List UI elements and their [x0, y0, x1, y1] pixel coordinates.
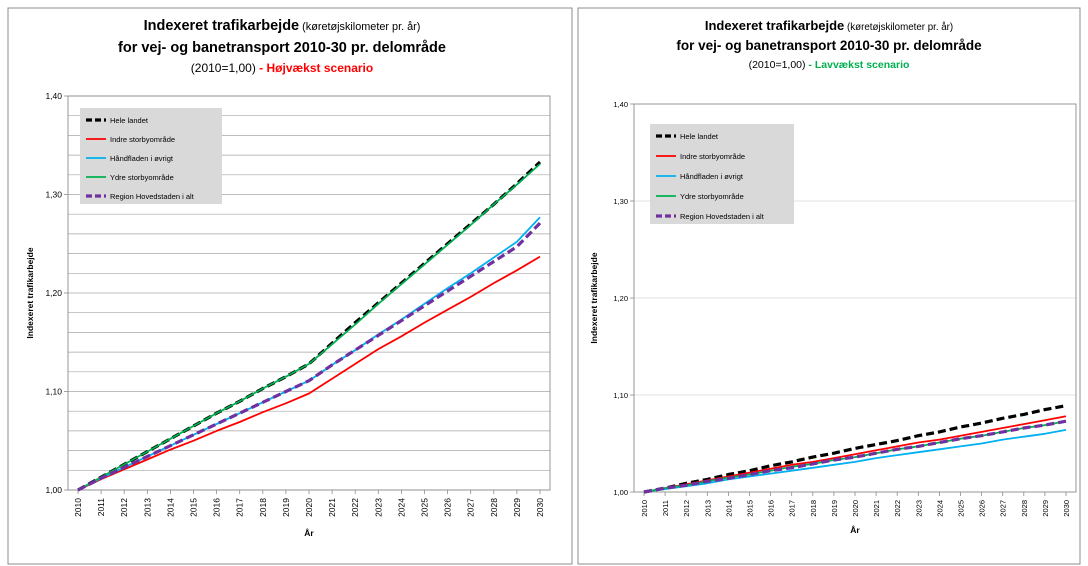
x-tick-label: 2011	[96, 498, 106, 517]
chart-frame	[577, 7, 1081, 565]
chart-title-sub: (køretøjskilometer pr. år)	[844, 22, 953, 33]
x-tick-label: 2017	[235, 498, 245, 517]
x-tick-label: 2023	[373, 498, 383, 517]
legend-entry: Region Hovedstaden i alt	[110, 192, 195, 201]
y-tick-label: 1,30	[613, 197, 628, 206]
chart-frame	[7, 7, 573, 565]
legend-entry: Håndfladen i øvrigt	[680, 172, 744, 181]
x-tick-label: 2029	[1041, 500, 1050, 517]
x-tick-label: 2012	[682, 500, 691, 517]
x-tick-label: 2015	[189, 498, 199, 517]
series-line-5	[77, 221, 542, 492]
x-tick-label: 2030	[1062, 500, 1071, 517]
x-tick-label: 2013	[142, 498, 152, 517]
x-tick-label: 2016	[767, 500, 776, 517]
x-tick-label: 2026	[978, 500, 987, 517]
legend-entry: Hele landet	[680, 132, 719, 141]
x-tick-label: 2019	[830, 500, 839, 517]
chart-title-line3: (2010=1,00) - Lavvækst scenario	[749, 59, 910, 71]
legend-entry: Indre storbyområde	[110, 135, 175, 144]
x-tick-label: 2029	[512, 498, 522, 517]
series-line-4	[77, 163, 541, 491]
legend-entry: Ydre storbyområde	[680, 192, 744, 201]
y-tick-label: 1,00	[45, 485, 62, 495]
chart-title-line3: (2010=1,00) - Højvækst scenario	[191, 61, 373, 75]
x-axis-label: År	[850, 525, 860, 535]
legend-box	[650, 124, 794, 224]
y-axis-label: Indexeret trafikarbejde	[25, 247, 35, 338]
chart-title-main: Indexeret trafikarbejde	[705, 18, 844, 33]
legend-entry: Håndfladen i øvrigt	[110, 154, 174, 163]
x-tick-label: 2011	[661, 500, 670, 516]
x-tick-label: 2028	[1020, 500, 1029, 517]
y-tick-label: 1,30	[45, 190, 62, 200]
chart-title: Indexeret trafikarbejde (køretøjskilomet…	[144, 18, 421, 34]
x-tick-label: 2027	[466, 498, 476, 517]
x-tick-label: 2023	[914, 500, 923, 517]
legend-entry: Region Hovedstaden i alt	[680, 212, 765, 221]
legend: Hele landet Indre storbyområde Håndfladen …	[80, 108, 222, 204]
x-tick-label: 2013	[703, 500, 712, 517]
x-tick-label: 2018	[809, 500, 818, 517]
x-tick-label: 2010	[640, 500, 649, 517]
x-tick-label: 2022	[350, 498, 360, 517]
x-tick-label: 2015	[746, 500, 755, 517]
legend-entry: Hele landet	[110, 116, 149, 125]
chart-title-line2: for vej- og banetransport 2010-30 pr. de…	[676, 38, 982, 53]
x-tick-label: 2020	[304, 498, 314, 517]
chart-2: Indexeret trafikarbejde (køretøjskilomet…	[577, 7, 1081, 565]
chart-1: Indexeret trafikarbejde (køretøjskilomet…	[7, 7, 573, 565]
x-tick-label: 2012	[119, 498, 129, 517]
x-tick-label: 2024	[935, 500, 944, 517]
y-tick-label: 1,20	[613, 294, 628, 303]
y-tick-label: 1,10	[45, 387, 62, 397]
chart-title-main: Indexeret trafikarbejde	[144, 18, 300, 34]
chart-baseline-note: (2010=1,00)	[749, 59, 806, 71]
x-tick-label: 2020	[851, 500, 860, 517]
scenario-label: - Højvækst scenario	[256, 61, 373, 75]
x-tick-label: 2021	[327, 498, 337, 517]
y-tick-label: 1,10	[613, 391, 628, 400]
x-tick-label: 2014	[165, 498, 175, 517]
x-tick-label: 2025	[957, 500, 966, 517]
y-tick-label: 1,40	[613, 100, 628, 109]
x-tick-label: 2010	[73, 498, 83, 517]
x-tick-label: 2021	[872, 500, 881, 517]
chart-baseline-note: (2010=1,00)	[191, 61, 256, 75]
scenario-label: - Lavvækst scenario	[806, 59, 910, 71]
x-tick-label: 2028	[489, 498, 499, 517]
legend-entry: Indre storbyområde	[680, 152, 745, 161]
y-tick-label: 1,40	[45, 91, 62, 101]
x-tick-label: 2017	[788, 500, 797, 517]
chart-title-sub: (køretøjskilometer pr. år)	[299, 21, 420, 33]
series-line-4	[643, 420, 1067, 493]
x-tick-label: 2014	[724, 500, 733, 517]
series-line-2	[643, 415, 1067, 493]
x-tick-label: 2027	[999, 500, 1008, 517]
x-tick-label: 2018	[258, 498, 268, 517]
x-axis-label: År	[304, 528, 314, 538]
x-tick-label: 2019	[281, 498, 291, 517]
y-tick-label: 1,00	[613, 488, 628, 497]
legend: Hele landet Indre storbyområde Håndfladen …	[650, 124, 794, 224]
legend-entry: Ydre storbyområde	[110, 173, 174, 182]
series-line-3	[643, 429, 1067, 493]
x-tick-label: 2022	[893, 500, 902, 517]
chart-title: Indexeret trafikarbejde (køretøjskilomet…	[705, 18, 953, 33]
x-tick-label: 2026	[443, 498, 453, 517]
x-tick-label: 2024	[396, 498, 406, 517]
x-tick-label: 2025	[420, 498, 430, 517]
series-line-2	[77, 255, 541, 491]
chart-title-line2: for vej- og banetransport 2010-30 pr. de…	[118, 40, 446, 56]
y-tick-label: 1,20	[45, 288, 62, 298]
x-tick-label: 2016	[212, 498, 222, 517]
x-tick-label: 2030	[535, 498, 545, 517]
legend-box	[80, 108, 222, 204]
y-axis-label: Indexeret trafikarbejde	[589, 252, 599, 343]
